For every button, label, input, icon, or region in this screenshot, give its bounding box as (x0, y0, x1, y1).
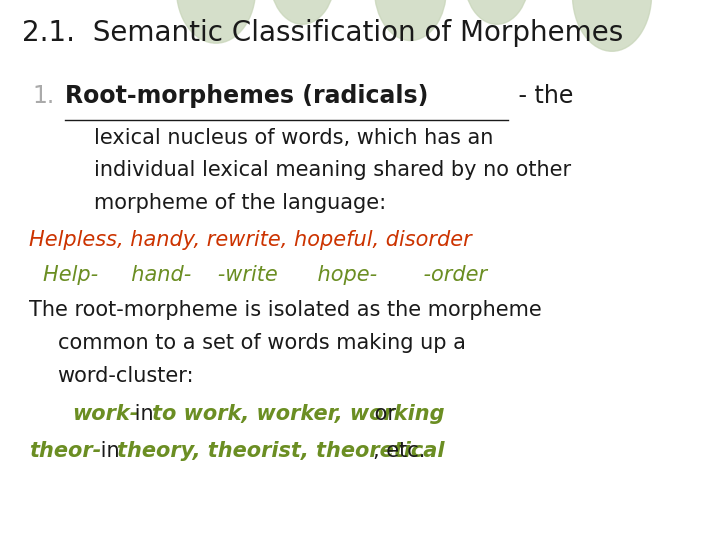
Text: in: in (128, 404, 161, 424)
Text: , etc.: , etc. (373, 441, 426, 461)
Text: Root-morphemes (radicals): Root-morphemes (radicals) (65, 84, 428, 107)
Text: Helpless, handy, rewrite, hopeful, disorder: Helpless, handy, rewrite, hopeful, disor… (29, 230, 472, 250)
Text: morpheme of the language:: morpheme of the language: (94, 193, 386, 213)
Ellipse shape (572, 0, 652, 51)
Text: to work, worker, working: to work, worker, working (152, 404, 444, 424)
Ellipse shape (464, 0, 529, 24)
Text: - the: - the (511, 84, 574, 107)
Text: individual lexical meaning shared by no other: individual lexical meaning shared by no … (94, 160, 571, 180)
Text: or: or (368, 404, 396, 424)
Text: word-cluster:: word-cluster: (58, 366, 194, 386)
Ellipse shape (176, 0, 256, 43)
Text: in: in (94, 441, 126, 461)
Text: theory, theorist, theoretical: theory, theorist, theoretical (117, 441, 445, 461)
Text: 1.: 1. (32, 84, 55, 107)
Text: The root-morpheme is isolated as the morpheme: The root-morpheme is isolated as the mor… (29, 300, 541, 320)
Text: lexical nucleus of words, which has an: lexical nucleus of words, which has an (94, 128, 493, 148)
Text: theor-: theor- (29, 441, 101, 461)
Ellipse shape (374, 0, 446, 40)
Text: common to a set of words making up a: common to a set of words making up a (58, 333, 465, 353)
Text: Help-     hand-    -write      hope-       -order: Help- hand- -write hope- -order (43, 265, 487, 285)
Text: 2.1.  Semantic Classification of Morphemes: 2.1. Semantic Classification of Morpheme… (22, 19, 623, 47)
Ellipse shape (270, 0, 335, 24)
Text: work-: work- (72, 404, 138, 424)
